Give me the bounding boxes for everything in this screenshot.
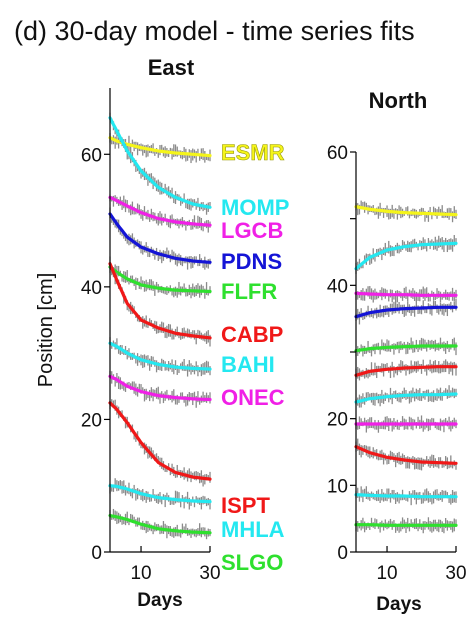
x-tick-label: 30 (445, 563, 466, 584)
east-series-cabp (108, 256, 212, 347)
station-label-flfr: FLFR (221, 279, 277, 304)
north-series-8 (354, 438, 458, 471)
y-tick-label: 40 (327, 276, 348, 297)
fit-line (354, 523, 458, 527)
east-panel-title: East (148, 55, 195, 80)
north-series-6 (354, 385, 458, 408)
north-panel: North Days 0 10 20 40 60 10 30 (327, 88, 467, 615)
fit-line (108, 484, 212, 504)
x-tick-label: 30 (199, 563, 220, 584)
north-series-layer (354, 200, 458, 534)
fit-line (354, 392, 458, 404)
fit-line (108, 116, 212, 209)
north-series-7 (354, 415, 458, 433)
north-series-10 (354, 517, 458, 534)
fit-line (354, 365, 458, 377)
east-panel: East Position [cm] Days 0 20 40 60 10 30 ESMR… (35, 55, 289, 611)
fit-line (354, 445, 458, 465)
north-series-3 (354, 298, 458, 325)
north-panel-title: North (369, 88, 428, 113)
north-series-5 (354, 359, 458, 381)
fit-line (354, 241, 458, 271)
fit-line (354, 344, 458, 353)
fit-line (108, 262, 212, 340)
fit-line (108, 341, 212, 371)
station-label-onec: ONEC (221, 385, 285, 410)
fit-line (108, 136, 212, 158)
x-tick-label: 10 (376, 563, 397, 584)
east-series-lgcb (108, 194, 212, 233)
east-series-mhla (108, 478, 212, 510)
fit-line (108, 195, 212, 227)
north-series-2 (354, 286, 458, 303)
y-tick-label: 20 (327, 410, 348, 431)
east-y-axis-label: Position [cm] (35, 273, 57, 387)
station-label-lgcb: LGCB (221, 218, 283, 243)
east-series-momp (108, 112, 212, 215)
station-label-momp: MOMP (221, 195, 289, 220)
east-axes: 0 20 40 60 10 30 (81, 88, 221, 584)
fit-line (108, 212, 212, 264)
station-label-esmr: ESMR (221, 140, 285, 165)
figure-title: (d) 30-day model - time series fits (14, 16, 415, 46)
east-series-flfr (108, 264, 212, 299)
east-series-esmr (108, 133, 212, 164)
fit-line (354, 493, 458, 499)
fit-line (354, 291, 458, 297)
north-x-axis-label: Days (376, 594, 421, 615)
station-label-cabp: CABP (221, 322, 283, 347)
east-series-onec (108, 370, 212, 408)
north-axes: 0 10 20 40 60 10 30 (327, 143, 467, 584)
fit-line (354, 305, 458, 319)
east-x-axis-label: Days (137, 590, 182, 611)
east-series-pdns (108, 207, 212, 270)
fit-line (108, 401, 212, 481)
y-tick-label: 40 (81, 278, 102, 299)
y-tick-label: 20 (81, 410, 102, 431)
station-label-pdns: PDNS (221, 249, 282, 274)
fit-line (108, 513, 212, 535)
y-tick-label: 60 (327, 143, 348, 164)
east-series-layer (108, 112, 212, 540)
y-tick-label: 10 (327, 476, 348, 497)
station-label-mhla: MHLA (221, 517, 285, 542)
north-series-4 (354, 337, 458, 357)
x-tick-label: 10 (130, 563, 151, 584)
y-tick-label: 60 (81, 145, 102, 166)
fit-line (354, 205, 458, 217)
y-tick-label: 0 (337, 543, 348, 564)
north-series-0 (354, 200, 458, 223)
north-series-9 (354, 486, 458, 506)
east-series-ispt (108, 399, 212, 487)
east-series-bahi (108, 337, 212, 377)
y-tick-label: 0 (91, 543, 102, 564)
station-label-bahi: BAHI (221, 352, 275, 377)
east-series-slgo (108, 508, 212, 540)
fit-line (108, 265, 212, 294)
north-series-1 (354, 235, 458, 274)
fit-line (108, 374, 212, 402)
station-label-ispt: ISPT (221, 493, 270, 518)
station-label-slgo: SLGO (221, 550, 283, 575)
